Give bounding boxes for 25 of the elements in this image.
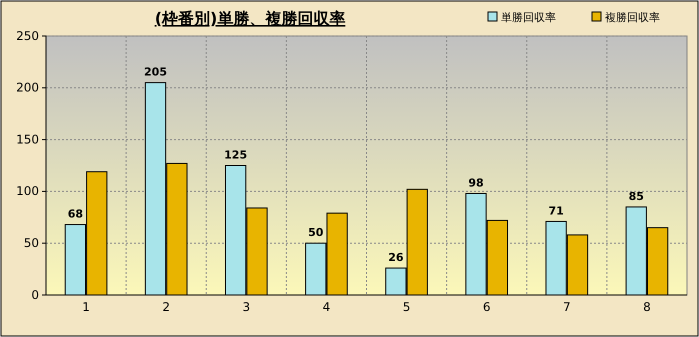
x-tick-label: 2 [162,300,170,314]
x-tick-label: 3 [242,300,250,314]
data-label: 85 [628,190,644,203]
y-tick-label: 100 [16,184,39,198]
legend-label: 複勝回収率 [605,11,660,24]
data-label: 68 [68,208,84,221]
data-label: 50 [308,226,324,240]
legend-label: 単勝回収率 [501,11,556,24]
data-label: 71 [548,204,564,218]
x-tick-label: 6 [482,300,491,314]
x-tick-label: 7 [562,300,571,314]
x-tick-label: 8 [643,300,651,314]
data-label: 98 [468,176,484,190]
data-label: 205 [144,66,167,79]
x-tick-label: 1 [82,300,90,314]
y-tick-label: 0 [31,288,39,302]
data-label: 26 [388,251,404,264]
chart-title: (枠番別)単勝、複勝回収率 [154,9,346,28]
data-label: 125 [224,148,248,162]
x-tick-label: 4 [322,300,330,314]
y-tick-label: 150 [16,132,39,146]
y-tick-label: 250 [16,28,39,43]
y-tick-label: 200 [16,80,39,95]
y-tick-label: 50 [24,236,39,250]
x-tick-label: 5 [402,300,410,314]
